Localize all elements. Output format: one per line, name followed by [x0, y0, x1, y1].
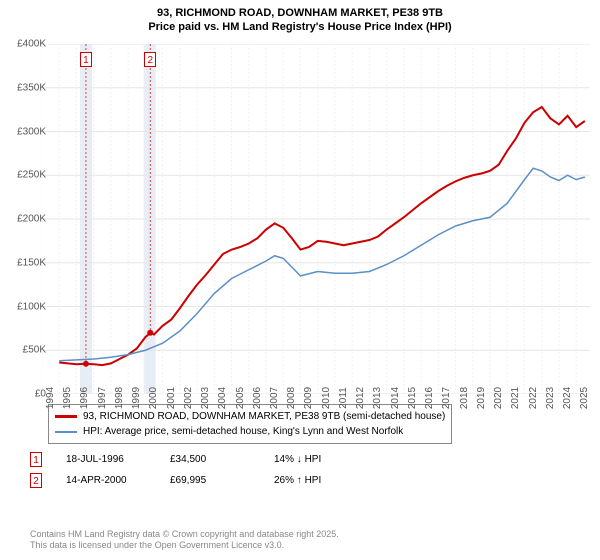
transaction-row: 1 18-JUL-1996 £34,500 14% ↓ HPI — [30, 452, 354, 467]
x-tick-label: 2006 — [252, 387, 263, 409]
x-tick-label: 1998 — [114, 387, 125, 409]
x-tick-label: 2022 — [528, 387, 539, 409]
x-tick-label: 1994 — [45, 387, 56, 409]
x-tick-label: 2025 — [579, 387, 590, 409]
transaction-marker: 2 — [30, 473, 42, 488]
x-tick-label: 1996 — [79, 387, 90, 409]
x-tick-label: 2017 — [441, 387, 452, 409]
x-tick-label: 2002 — [183, 387, 194, 409]
x-tick-label: 2013 — [372, 387, 383, 409]
legend-label-2: HPI: Average price, semi-detached house,… — [83, 424, 403, 439]
y-tick-label: £150K — [6, 257, 46, 268]
title-line-2: Price paid vs. HM Land Registry's House … — [0, 20, 600, 34]
x-tick-label: 1997 — [97, 387, 108, 409]
transaction-date: 14-APR-2000 — [66, 475, 146, 486]
x-tick-label: 2020 — [493, 387, 504, 409]
footer-attribution: Contains HM Land Registry data © Crown c… — [30, 529, 339, 552]
y-tick-label: £250K — [6, 170, 46, 181]
chart-area — [42, 44, 590, 394]
transaction-price: £34,500 — [170, 454, 250, 465]
transaction-marker: 1 — [30, 452, 42, 467]
line-chart — [42, 44, 590, 394]
legend: 93, RICHMOND ROAD, DOWNHAM MARKET, PE38 … — [48, 404, 452, 444]
transaction-price: £69,995 — [170, 475, 250, 486]
x-tick-label: 2005 — [235, 387, 246, 409]
footer-line-1: Contains HM Land Registry data © Crown c… — [30, 529, 339, 541]
x-tick-label: 2003 — [200, 387, 211, 409]
x-tick-label: 2023 — [545, 387, 556, 409]
x-tick-label: 2007 — [269, 387, 280, 409]
title-line-1: 93, RICHMOND ROAD, DOWNHAM MARKET, PE38 … — [0, 6, 600, 20]
x-tick-label: 2018 — [459, 387, 470, 409]
transaction-row: 2 14-APR-2000 £69,995 26% ↑ HPI — [30, 473, 354, 488]
y-tick-label: £0 — [6, 389, 46, 400]
x-tick-label: 2014 — [390, 387, 401, 409]
x-tick-label: 2015 — [407, 387, 418, 409]
y-tick-label: £350K — [6, 82, 46, 93]
sale-marker-1: 1 — [80, 52, 92, 67]
transaction-list: 1 18-JUL-1996 £34,500 14% ↓ HPI 2 14-APR-2000… — [30, 452, 354, 494]
transaction-delta: 26% ↑ HPI — [274, 475, 354, 486]
y-tick-label: £100K — [6, 301, 46, 312]
y-tick-label: £200K — [6, 214, 46, 225]
x-tick-label: 2021 — [510, 387, 521, 409]
sale-marker-2: 2 — [144, 52, 156, 67]
x-tick-label: 2010 — [321, 387, 332, 409]
legend-label-1: 93, RICHMOND ROAD, DOWNHAM MARKET, PE38 … — [83, 409, 445, 424]
y-tick-label: £400K — [6, 39, 46, 50]
x-tick-label: 2009 — [303, 387, 314, 409]
footer-line-2: This data is licensed under the Open Gov… — [30, 540, 339, 552]
x-tick-label: 2008 — [286, 387, 297, 409]
legend-swatch-2 — [55, 431, 77, 433]
legend-item-2: HPI: Average price, semi-detached house,… — [55, 424, 445, 439]
y-tick-label: £300K — [6, 126, 46, 137]
transaction-date: 18-JUL-1996 — [66, 454, 146, 465]
y-tick-label: £50K — [6, 345, 46, 356]
legend-item-1: 93, RICHMOND ROAD, DOWNHAM MARKET, PE38 … — [55, 409, 445, 424]
x-tick-label: 2024 — [562, 387, 573, 409]
x-tick-label: 2000 — [148, 387, 159, 409]
x-tick-label: 1999 — [131, 387, 142, 409]
x-tick-label: 2011 — [338, 387, 349, 409]
x-tick-label: 2019 — [476, 387, 487, 409]
x-tick-label: 2001 — [166, 387, 177, 409]
legend-swatch-1 — [55, 415, 77, 418]
x-tick-label: 2012 — [355, 387, 366, 409]
chart-title: 93, RICHMOND ROAD, DOWNHAM MARKET, PE38 … — [0, 0, 600, 35]
x-tick-label: 2016 — [424, 387, 435, 409]
transaction-delta: 14% ↓ HPI — [274, 454, 354, 465]
x-tick-label: 1995 — [62, 387, 73, 409]
x-tick-label: 2004 — [217, 387, 228, 409]
